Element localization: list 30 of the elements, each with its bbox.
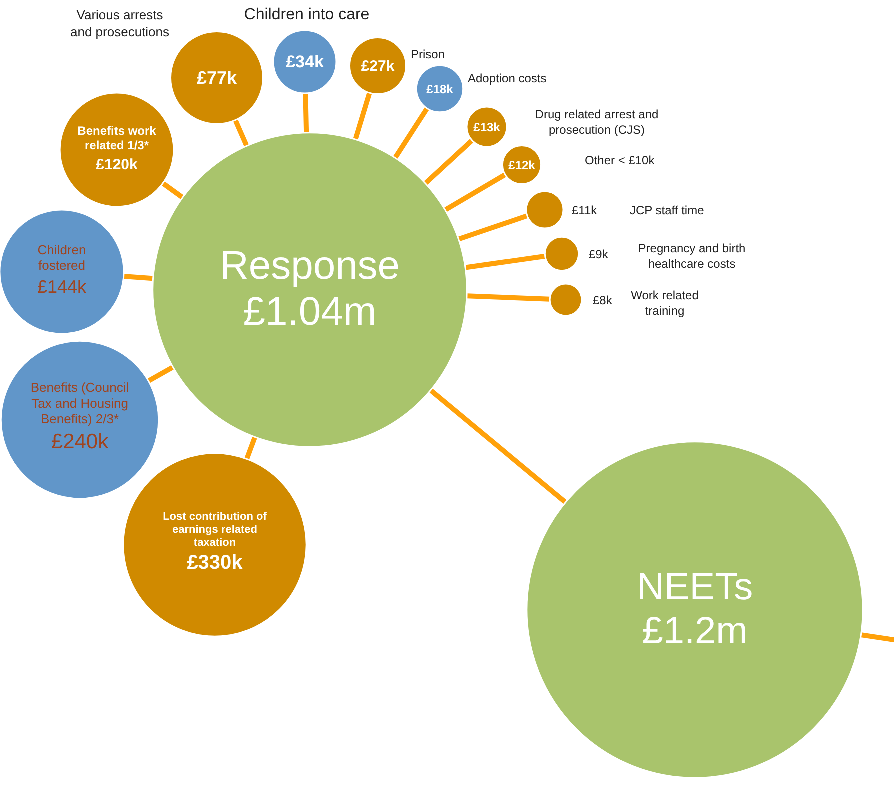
data-label: £18k <box>426 82 454 96</box>
category-label: JCP staff time <box>630 203 705 218</box>
data-label: £120k <box>96 156 139 174</box>
category-label: Work related training <box>631 288 699 318</box>
data-label: £330k <box>187 552 244 574</box>
category-label: Response <box>220 244 400 288</box>
category-label: Children fostered <box>38 242 86 273</box>
category-label: NEETs <box>636 566 754 609</box>
category-label: Benefits work related 1/3* <box>78 124 157 152</box>
category-label: Other < £10k <box>585 153 656 168</box>
data-label: £27k <box>361 58 396 76</box>
category-label: Children into care <box>244 6 370 24</box>
data-label: £34k <box>286 52 324 72</box>
data-label: £12k <box>508 158 536 172</box>
category-label: Adoption costs <box>468 71 547 86</box>
data-label: £77k <box>196 68 238 88</box>
category-label: Benefits (Council Tax and Housing Benefits) 2/3* <box>30 380 130 426</box>
data-label: £13k <box>474 120 501 134</box>
data-label: £240k <box>51 430 110 454</box>
data-label: £9k <box>589 247 610 262</box>
data-label: £1.04m <box>243 290 377 334</box>
data-label: £8k <box>593 293 614 308</box>
category-label: Prison <box>411 47 446 62</box>
category-label: Various arrests and prosecutions <box>70 8 170 40</box>
data-label: £144k <box>37 277 88 298</box>
data-label: £11k <box>572 203 598 218</box>
category-label: Pregnancy and birth healthcare costs <box>638 241 746 271</box>
data-label: £1.2m <box>642 610 748 652</box>
category-label: Drug related arrest and prosecution (CJS) <box>535 107 659 137</box>
category-label: Lost contribution of earnings related taxation <box>163 510 268 550</box>
